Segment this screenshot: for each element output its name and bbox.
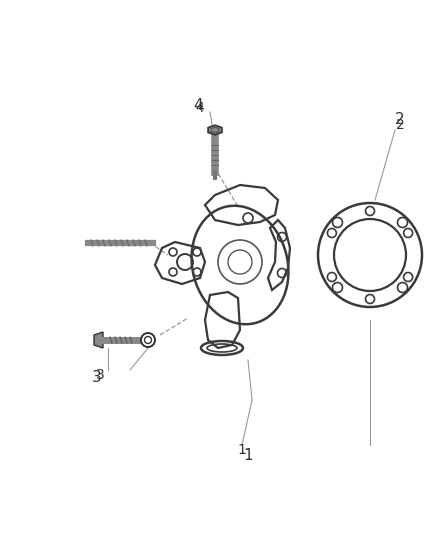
Text: 4: 4 xyxy=(193,98,203,112)
Text: 3: 3 xyxy=(95,368,104,382)
Text: 2: 2 xyxy=(396,118,404,132)
Text: 2: 2 xyxy=(395,112,405,127)
Polygon shape xyxy=(208,125,222,135)
Polygon shape xyxy=(94,332,103,348)
Text: 4: 4 xyxy=(196,101,205,115)
Text: 1: 1 xyxy=(237,443,247,457)
Text: 3: 3 xyxy=(92,370,102,385)
Text: 1: 1 xyxy=(243,448,253,463)
